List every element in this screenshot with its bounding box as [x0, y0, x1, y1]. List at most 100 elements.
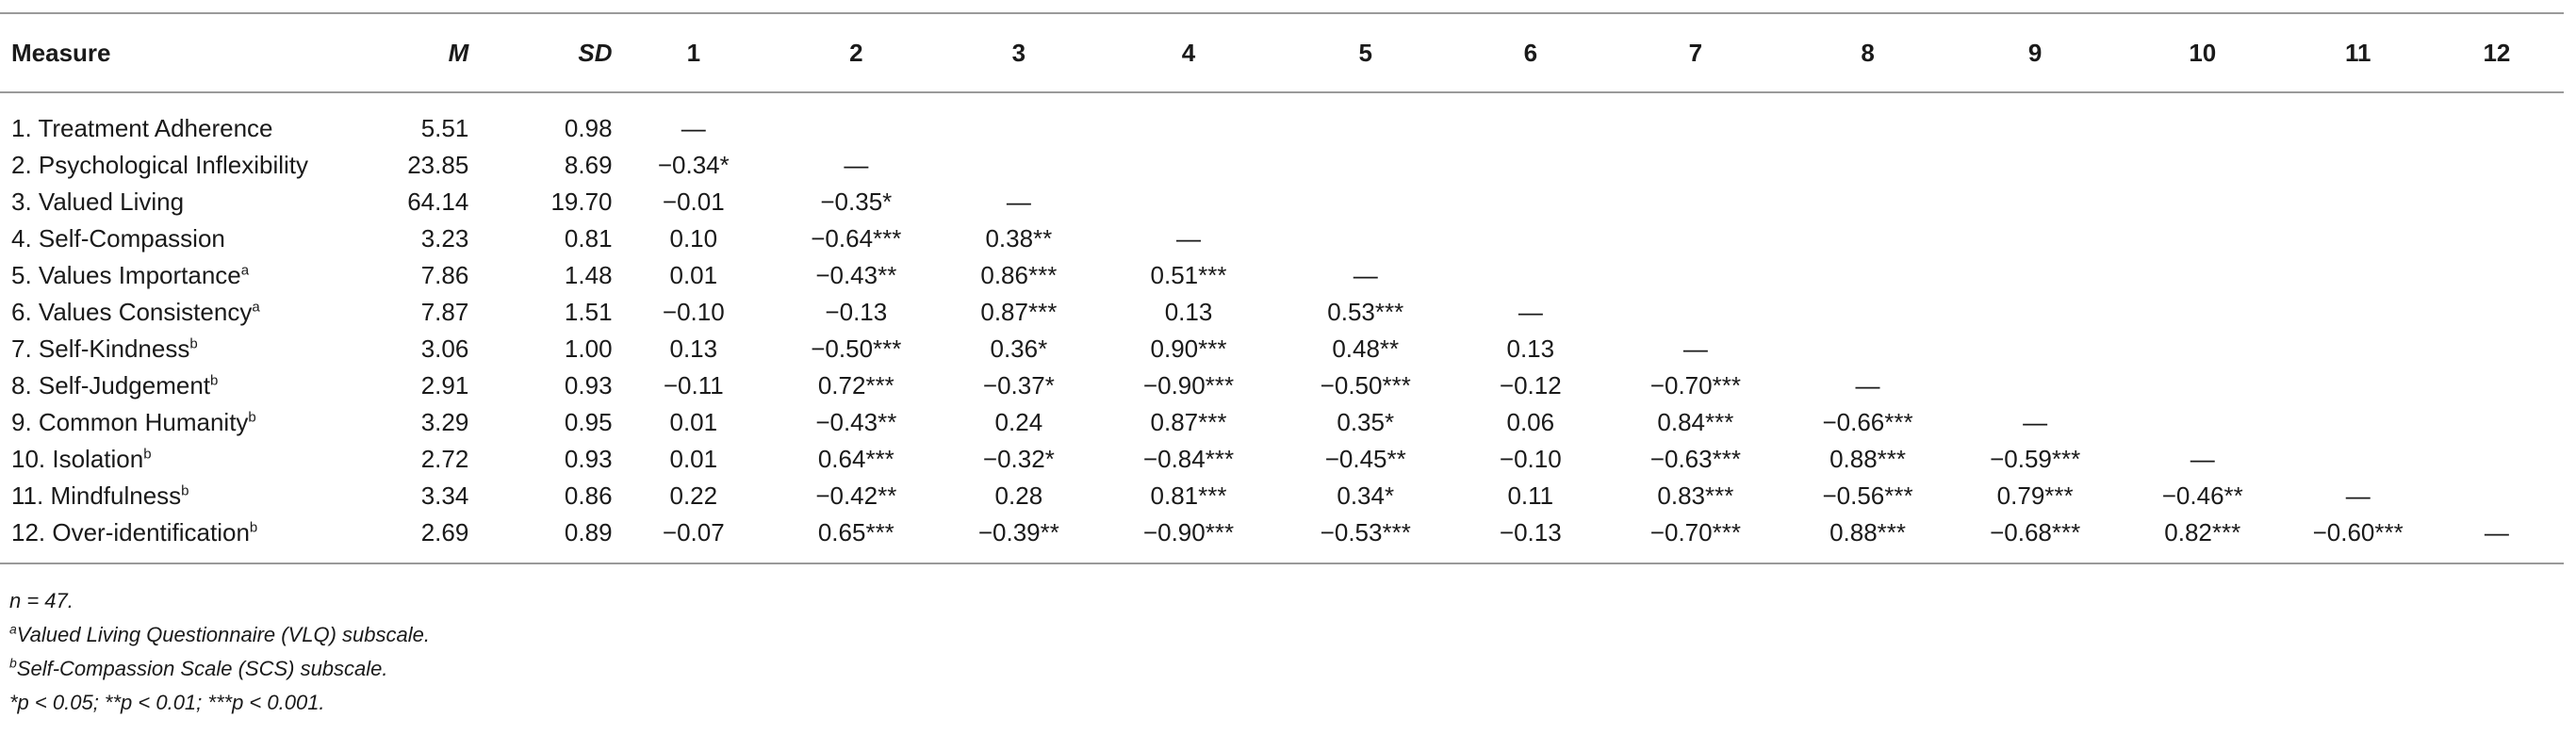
- correlation-cell: [2430, 184, 2564, 220]
- table-row: 9. Common Humanityb 3.29 0.95 0.01 −0.43** 0.…: [0, 404, 2564, 441]
- sd-cell: 0.89: [468, 514, 613, 564]
- correlation-cell: —: [1176, 224, 1201, 253]
- correlation-cell: [2119, 367, 2287, 404]
- col-header-11: 11: [2286, 12, 2430, 93]
- correlation-cell: 0.38**: [985, 224, 1053, 253]
- correlation-cell: [1607, 147, 1784, 184]
- col-header-5: 5: [1276, 12, 1454, 93]
- measure-cell: 1. Treatment Adherence: [0, 92, 364, 147]
- correlation-cell: 0.87***: [980, 298, 1058, 326]
- col-header-measure: Measure: [0, 12, 364, 93]
- correlation-cell: 0.79***: [1996, 481, 2074, 510]
- col-header-4: 4: [1100, 12, 1277, 93]
- correlation-cell: —: [1006, 188, 1031, 216]
- col-header-12: 12: [2429, 12, 2564, 93]
- sd-cell: 8.69: [564, 151, 613, 179]
- correlation-cell: −0.37*: [982, 371, 1055, 400]
- correlation-cell: −0.90***: [1142, 371, 1235, 400]
- correlation-cell: 0.84***: [1657, 408, 1734, 436]
- correlation-cell: −0.35*: [820, 188, 893, 216]
- correlation-cell: −0.43**: [815, 261, 897, 289]
- correlation-cell: [1951, 220, 2119, 257]
- mean-cell: 2.69: [363, 514, 469, 564]
- correlation-cell: [1100, 147, 1277, 184]
- correlation-cell: [1100, 184, 1277, 220]
- correlation-cell: −0.66***: [1822, 408, 1913, 436]
- correlation-cell: [938, 92, 1101, 147]
- note-a-text: Valued Living Questionnaire (VLQ) subsca…: [16, 623, 431, 646]
- correlation-cell: 0.88***: [1783, 514, 1952, 564]
- correlation-cell: 0.13: [1506, 334, 1555, 363]
- correlation-cell: 0.90***: [1150, 334, 1227, 363]
- correlation-cell: −0.56***: [1822, 481, 1913, 510]
- col-header-3: 3: [937, 12, 1101, 93]
- correlation-cell: −0.07: [612, 514, 776, 564]
- table-row: 6. Values Consistencya 7.87 1.51 −0.10 −0.13…: [0, 294, 2564, 331]
- correlation-cell: [2287, 367, 2430, 404]
- table-row: 2. Psychological Inflexibility 23.85 8.69 −…: [0, 147, 2564, 184]
- sd-cell: 1.48: [564, 261, 613, 289]
- correlation-cell: [2119, 294, 2287, 331]
- correlation-cell: [1454, 184, 1607, 220]
- correlation-cell: [1607, 294, 1784, 331]
- correlation-cell: 0.13: [669, 334, 718, 363]
- correlation-cell: [2287, 184, 2430, 220]
- note-a-marker: a: [9, 621, 17, 637]
- correlation-cell: [1951, 367, 2119, 404]
- mean-cell: 64.14: [407, 188, 469, 216]
- note-sample-size: n = 47.: [9, 589, 74, 612]
- mean-cell: 3.23: [420, 224, 469, 253]
- col-header-9: 9: [1951, 12, 2119, 93]
- measure-label: 2. Psychological Inflexibility: [11, 151, 309, 179]
- correlation-cell: −0.01: [662, 188, 725, 216]
- correlation-cell: 0.28: [994, 481, 1043, 510]
- correlation-cell: [1607, 184, 1784, 220]
- correlation-cell: −0.13: [1453, 514, 1607, 564]
- measure-label: 6. Values Consistency: [11, 298, 253, 326]
- correlation-cell: −0.42**: [815, 481, 897, 510]
- correlation-cell: [775, 92, 938, 147]
- correlation-cell: [1951, 331, 2119, 367]
- correlation-cell: [1454, 257, 1607, 294]
- measure-cell: 11. Mindfulnessb: [0, 478, 364, 514]
- table-row: 8. Self-Judgementb 2.91 0.93 −0.11 0.72*** −0…: [0, 367, 2564, 404]
- sd-cell: 0.93: [564, 445, 613, 473]
- mean-cell: 2.72: [420, 445, 469, 473]
- correlation-cell: [1784, 294, 1952, 331]
- correlation-cell: [2287, 294, 2430, 331]
- measure-label: 11. Mindfulness: [11, 481, 182, 510]
- correlation-cell: —: [681, 114, 706, 142]
- table-row: 11. Mindfulnessb 3.34 0.86 0.22 −0.42** 0.28 0…: [0, 478, 2564, 514]
- measure-cell: 4. Self-Compassion: [0, 220, 364, 257]
- correlation-cell: −0.12: [1499, 371, 1562, 400]
- note-b-marker: b: [9, 655, 17, 671]
- correlation-cell: −0.70***: [1649, 371, 1741, 400]
- correlation-cell: [1277, 220, 1454, 257]
- correlation-cell: [2287, 404, 2430, 441]
- measure-cell: 12. Over-identificationb: [0, 514, 364, 564]
- measure-label: 7. Self-Kindness: [11, 334, 190, 363]
- correlation-cell: 0.01: [669, 445, 718, 473]
- correlation-cell: −0.90***: [1100, 514, 1277, 564]
- correlation-cell: −0.84***: [1142, 445, 1235, 473]
- correlation-cell: 0.11: [1507, 481, 1554, 510]
- measure-cell: 9. Common Humanityb: [0, 404, 364, 441]
- correlation-cell: −0.53***: [1276, 514, 1454, 564]
- correlation-cell: 0.01: [669, 261, 718, 289]
- measure-footnote-marker: b: [181, 482, 189, 499]
- measure-label: 8. Self-Judgement: [11, 371, 211, 400]
- correlation-cell: [1951, 257, 2119, 294]
- correlation-cell: −0.34*: [657, 151, 730, 179]
- correlation-cell: [1784, 184, 1952, 220]
- correlation-cell: [2430, 441, 2564, 478]
- correlation-cell: 0.65***: [775, 514, 938, 564]
- correlation-cell: [2430, 220, 2564, 257]
- note-b-text: Self-Compassion Scale (SCS) subscale.: [16, 657, 388, 680]
- correlation-cell: 0.13: [1164, 298, 1213, 326]
- correlation-cell: 0.48**: [1332, 334, 1400, 363]
- mean-cell: 3.34: [420, 481, 469, 510]
- correlation-table: Measure M SD 1 2 3 4 5 6 7 8 9 10 11 12 …: [0, 12, 2564, 564]
- measure-footnote-marker: a: [240, 262, 250, 279]
- correlation-cell: 0.53***: [1327, 298, 1404, 326]
- sd-cell: 0.93: [564, 371, 613, 400]
